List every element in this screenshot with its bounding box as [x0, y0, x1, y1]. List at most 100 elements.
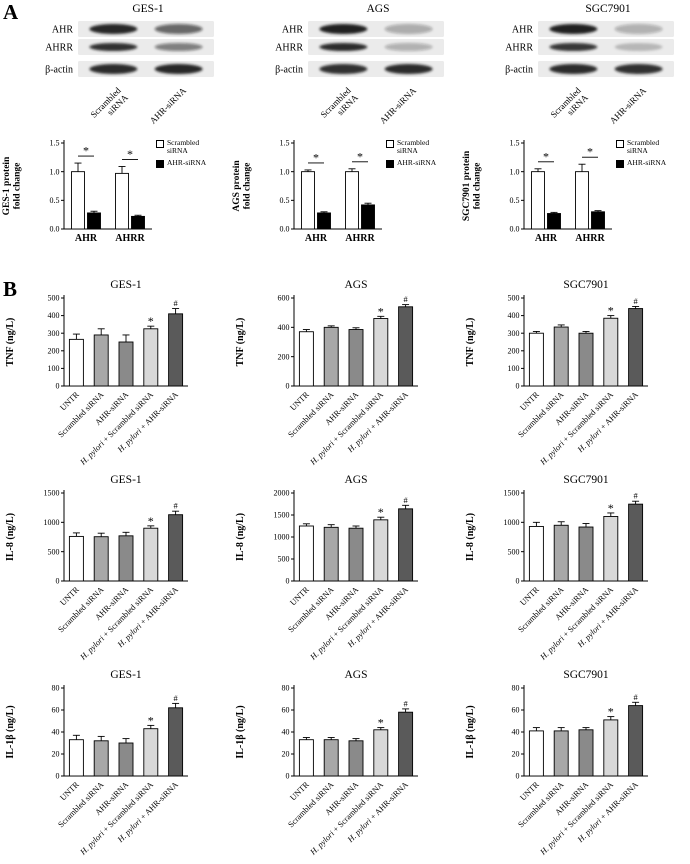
- legend-label: AHR-siRNA: [627, 157, 667, 167]
- y-tick-label: 80: [282, 684, 290, 693]
- y-axis-label: TNF (ng/L): [5, 318, 16, 367]
- bar-chart: 0 500 1000 1500 IL-8 (ng/L) UNTR Scrambled siR…: [460, 487, 690, 669]
- blot-row-label: AHR: [282, 25, 303, 36]
- panel-a-cell-ges1: GES-1 AHR AHRR β-actin ScrambledsiRNA AHR-si…: [0, 2, 230, 269]
- blot-strip: [308, 39, 444, 55]
- bar: [528, 332, 544, 387]
- y-tick-label: 1.0: [50, 167, 60, 176]
- blot-row-label: β-actin: [505, 65, 533, 76]
- sig-mark: #: [633, 692, 638, 702]
- panel-b-row-il8: GES-1 0 500 1000 1500 IL-8 (ng/L) UNTR Scrambl…: [0, 474, 690, 669]
- bar: [298, 739, 314, 777]
- lane-label: ScrambledsiRNA: [318, 85, 360, 127]
- y-tick-label: 1.0: [510, 167, 520, 176]
- bar: [143, 328, 159, 387]
- bar: [361, 204, 375, 230]
- bar: [168, 707, 184, 777]
- bar-chart: 0 20 40 60 80 IL-1β (ng/L) UNTR Scrambled siRNA…: [230, 682, 460, 864]
- blot-row-label: β-actin: [45, 65, 73, 76]
- legend-swatch-scrambled-sirna: [386, 140, 394, 148]
- panel-a-cell-sgc7901: SGC7901 AHR AHRR β-actin ScrambledsiRNA AHR-…: [460, 2, 690, 269]
- chart-legend: Scrambled siRNA AHR-siRNA: [386, 138, 458, 171]
- bar: [323, 739, 339, 777]
- y-tick-label: 40: [512, 728, 520, 737]
- legend-item: AHR-siRNA: [616, 157, 688, 168]
- x-tick-label: UNTR: [288, 585, 311, 608]
- y-tick-label: 1000: [44, 518, 60, 527]
- sig-mark: #: [173, 501, 178, 511]
- y-tick-label: 1000: [274, 533, 290, 542]
- sig-mark: *: [148, 314, 154, 328]
- y-tick-label: 0: [286, 772, 290, 781]
- chart-cell-il8-ags: AGS 0 500 1000 1500 2000 IL-8 (ng/L) UNTR Scram…: [230, 474, 460, 669]
- western-blot-svg: AHR AHRR β-actin ScrambledsiRNA AHR-siRNA: [275, 21, 444, 127]
- y-tick-label: 0.5: [50, 196, 60, 205]
- y-tick-label: 300: [48, 329, 60, 338]
- panel-a-label: A: [3, 0, 19, 24]
- y-tick-label: 1.5: [50, 139, 60, 148]
- y-axis-label: IL-8 (ng/L): [465, 513, 476, 561]
- blot-band: [549, 43, 598, 51]
- chart-title: AGS: [344, 279, 368, 291]
- y-tick-label: 2000: [274, 489, 290, 498]
- sig-mark: *: [587, 145, 593, 159]
- y-axis-label: TNF (ng/L): [465, 318, 476, 367]
- y-tick-label: 0: [516, 577, 520, 586]
- legend-item: Scrambled siRNA: [616, 138, 688, 156]
- sig-mark: *: [543, 149, 549, 163]
- blot-band: [384, 64, 433, 74]
- western-blot: AHR AHRR β-actin ScrambledsiRNA AHR-siRNA: [230, 17, 460, 129]
- bar: [348, 329, 364, 387]
- panel-a: A GES-1 AHR AHRR β-actin ScrambledsiRNA AHR-…: [0, 0, 690, 269]
- bar: [143, 728, 159, 777]
- blot-row-label: AHR: [52, 25, 73, 36]
- y-tick-label: 500: [278, 555, 290, 564]
- y-axis-label: IL-8 (ng/L): [5, 513, 16, 561]
- lane-label: AHR-siRNA: [148, 85, 189, 126]
- sig-mark: #: [403, 698, 408, 708]
- y-tick-label: 1500: [504, 489, 520, 498]
- legend-item: AHR-siRNA: [386, 158, 458, 168]
- y-tick-label: 40: [282, 728, 290, 737]
- y-tick-label: 60: [52, 706, 60, 715]
- chart-title: SGC7901: [563, 474, 609, 486]
- y-tick-label: 60: [282, 706, 290, 715]
- bar: [323, 326, 339, 387]
- y-tick-label: 600: [278, 294, 290, 303]
- panel-a-cell-ags: AGS AHR AHRR β-actin ScrambledsiRNA AHR-siRN…: [230, 2, 460, 269]
- grouped-bar-chart: 0.0 0.5 1.0 1.5 SGC7901 proteinfold change * A…: [460, 129, 690, 269]
- y-axis-label: GES-1 proteinfold change: [2, 156, 23, 215]
- sig-mark: #: [403, 294, 408, 304]
- sig-mark: *: [608, 304, 614, 318]
- legend-label: Scrambled siRNA: [167, 138, 200, 156]
- chart-cell-il1b-ges1: GES-1 0 20 40 60 80 IL-1β (ng/L) UNTR Scrambled…: [0, 669, 230, 864]
- blot-row-label: AHR: [512, 25, 533, 36]
- y-tick-label: 200: [278, 352, 290, 361]
- blot-quant-chart-wrap: 0.0 0.5 1.0 1.5 SGC7901 proteinfold change * A…: [460, 129, 690, 269]
- sig-mark: #: [403, 495, 408, 505]
- bar: [168, 313, 184, 387]
- x-tick-label: UNTR: [58, 585, 81, 608]
- y-tick-label: 0: [286, 382, 290, 391]
- y-tick-label: 200: [48, 346, 60, 355]
- chart-title: SGC7901: [563, 279, 609, 291]
- y-tick-label: 400: [508, 311, 520, 320]
- bar: [578, 526, 594, 582]
- western-blot-svg: AHR AHRR β-actin ScrambledsiRNA AHR-siRNA: [505, 21, 674, 126]
- y-tick-label: 0: [56, 577, 60, 586]
- y-tick-label: 0.0: [50, 225, 60, 234]
- bar: [345, 171, 359, 230]
- sig-mark: *: [608, 501, 614, 515]
- y-axis-label: IL-1β (ng/L): [465, 705, 476, 758]
- x-category-label: AHRR: [115, 233, 145, 244]
- chart-title: GES-1: [110, 474, 142, 486]
- blot-quant-chart-wrap: 0.0 0.5 1.0 1.5 AGS proteinfold change * AHR * A…: [230, 129, 460, 269]
- bar-chart: 0 20 40 60 80 IL-1β (ng/L) UNTR Scrambled siRNA…: [0, 682, 230, 864]
- legend-label: AHR-siRNA: [167, 157, 207, 167]
- chart-cell-tnf-ags: AGS 0 200 400 600 TNF (ng/L) UNTR Scrambled si…: [230, 279, 460, 474]
- y-tick-label: 100: [508, 364, 520, 373]
- sig-mark: *: [378, 716, 384, 730]
- bar: [575, 171, 589, 230]
